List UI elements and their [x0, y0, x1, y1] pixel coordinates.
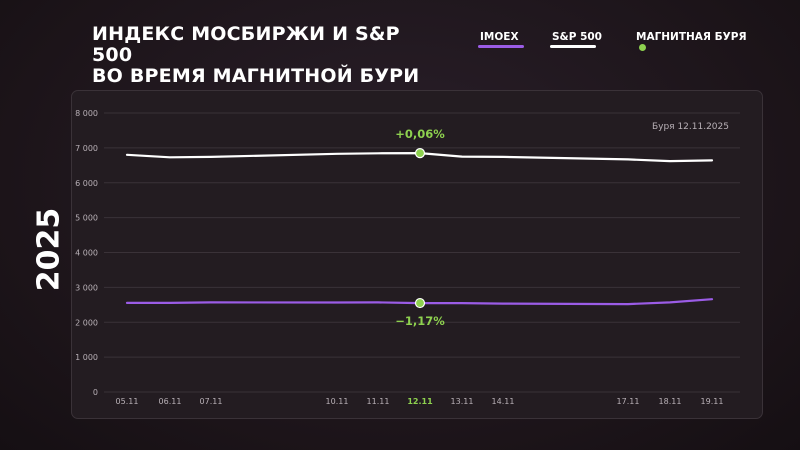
x-tick-label: 06.11: [159, 397, 182, 406]
y-tick-label: 8 000: [75, 109, 98, 118]
legend-storm-label: МАГНИТНАЯ БУРЯ: [636, 31, 747, 43]
y-tick-label: 2 000: [75, 318, 98, 327]
legend-sp500-swatch: [550, 45, 596, 48]
storm-date-annotation: Буря 12.11.2025: [652, 122, 729, 132]
x-tick-label: 05.11: [116, 397, 139, 406]
legend-sp500-label: S&P 500: [552, 31, 602, 43]
sp500-change-label: +0,06%: [395, 127, 445, 141]
y-tick-label: 1 000: [75, 353, 98, 362]
sp500-storm-point: [414, 148, 426, 159]
legend-imoex-label: IMOEX: [480, 31, 519, 43]
x-tick-label: 18.11: [659, 397, 682, 406]
x-tick-label: 07.11: [200, 397, 223, 406]
y-tick-label: 0: [93, 388, 98, 397]
y-tick-label: 5 000: [75, 214, 98, 223]
y-tick-label: 6 000: [75, 179, 98, 188]
x-tick-label: 10.11: [326, 397, 349, 406]
y-tick-label: 4 000: [75, 249, 98, 258]
chart-panel: [71, 90, 763, 419]
x-tick-label: 19.11: [701, 397, 724, 406]
x-tick-label: 12.11: [407, 397, 433, 406]
imoex-change-label: −1,17%: [395, 314, 445, 328]
y-tick-label: 3 000: [75, 283, 98, 292]
x-tick-label: 11.11: [367, 397, 390, 406]
chart-title: ИНДЕКС МОСБИРЖИ И S&P 500 ВО ВРЕМЯ МАГНИ…: [92, 24, 422, 87]
title-line-2: ВО ВРЕМЯ МАГНИТНОЙ БУРИ: [92, 65, 420, 87]
title-line-1: ИНДЕКС МОСБИРЖИ И S&P 500: [92, 23, 400, 66]
x-tick-label: 17.11: [617, 397, 640, 406]
y-tick-label: 7 000: [75, 144, 98, 153]
legend-storm-marker: [639, 44, 646, 51]
x-tick-label: 14.11: [492, 397, 515, 406]
legend-imoex-swatch: [478, 45, 524, 48]
x-tick-label: 13.11: [451, 397, 474, 406]
imoex-storm-point: [414, 297, 426, 309]
